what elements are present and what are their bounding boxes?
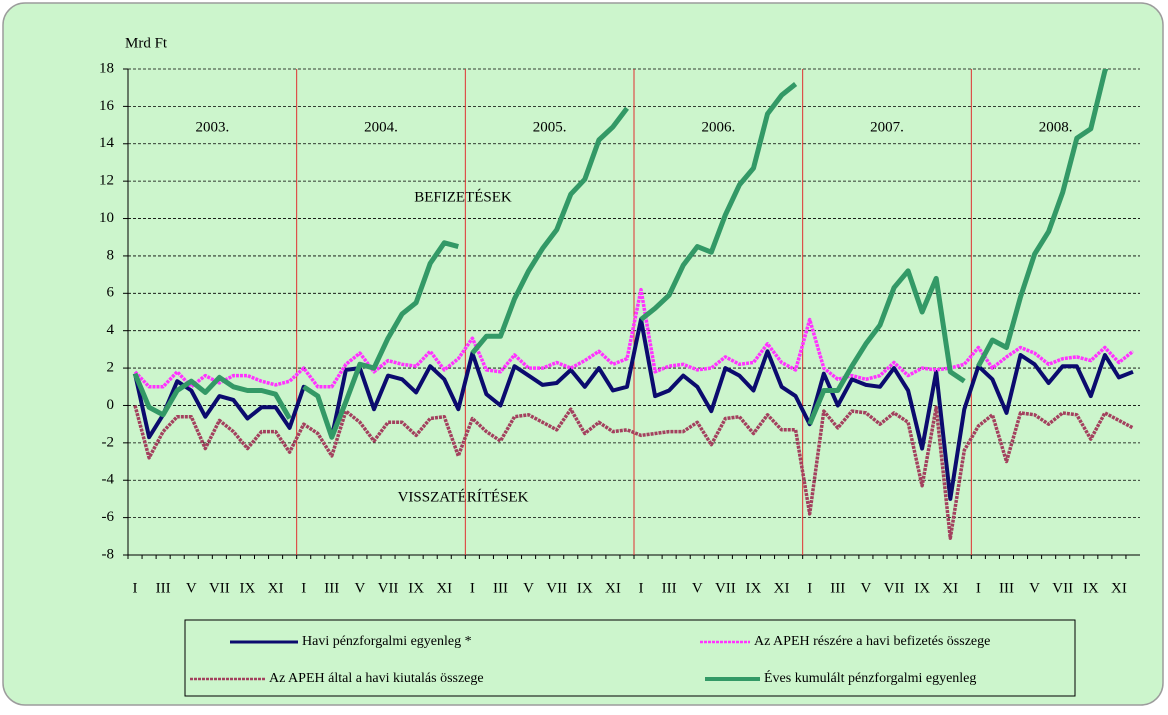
year-label: 2005. [533, 119, 567, 135]
y-tick-label: -2 [102, 434, 115, 450]
year-label: 2007. [870, 119, 904, 135]
x-tick-label: I [976, 580, 981, 596]
legend: Havi pénzforgalmi egyenleg * Az APEH rész… [190, 634, 990, 686]
annotation: VISSZATÉRÍTÉSEK [398, 488, 529, 505]
y-tick-label: -6 [102, 509, 115, 525]
y-tick-label: 10 [99, 210, 114, 226]
line-series [302, 240, 459, 440]
legend-label: Éves kumulált pénzforgalmi egyenleg [764, 669, 976, 686]
year-label: 2006. [701, 119, 735, 135]
x-tick-label: VII [378, 580, 399, 596]
x-tick-label: IX [408, 580, 424, 596]
x-tick-label: XI [942, 580, 958, 596]
line-series [976, 69, 1109, 368]
x-tick-label: I [301, 580, 306, 596]
x-tick-label: V [860, 580, 871, 596]
x-tick-label: IX [577, 580, 593, 596]
legend-label: Az APEH részére a havi befizetés összege [754, 634, 990, 649]
year-label: 2008. [1039, 119, 1073, 135]
x-tick-label: III [830, 580, 845, 596]
y-tick-label: 6 [107, 285, 115, 301]
y-tick-label: 12 [99, 173, 114, 189]
x-tick-label: III [324, 580, 339, 596]
line-series [470, 106, 629, 355]
annotation: BEFIZETÉSEK [414, 188, 512, 205]
line-series [639, 82, 798, 322]
line-series [807, 268, 966, 426]
x-tick-label: III [493, 580, 508, 596]
y-tick-label: 14 [99, 135, 115, 151]
x-tick-label: III [999, 580, 1014, 596]
x-tick-label: VII [209, 580, 230, 596]
y-tick-label: 18 [99, 60, 114, 76]
x-tick-label: XI [436, 580, 452, 596]
x-tick-label: I [133, 580, 138, 596]
x-tick-label: IX [746, 580, 762, 596]
line-series [133, 287, 1135, 389]
y-tick-label: -8 [102, 546, 115, 562]
x-tick-label: IX [240, 580, 256, 596]
legend-label: Havi pénzforgalmi egyenleg * [302, 634, 472, 649]
year-label: 2003. [195, 119, 229, 135]
legend-box [184, 619, 1076, 697]
y-tick-label: 2 [107, 360, 115, 376]
year-label: 2004. [364, 119, 398, 135]
x-tick-label: VII [546, 580, 567, 596]
y-tick-label: 0 [107, 397, 115, 413]
x-tick-label: IX [1083, 580, 1099, 596]
x-tick-label: XI [605, 580, 621, 596]
x-tick-label: XI [268, 580, 284, 596]
x-tick-label: I [639, 580, 644, 596]
y-tick-label: 8 [107, 247, 115, 263]
chart-background [2, 2, 1164, 706]
y-tick-label: 16 [99, 98, 115, 114]
plot-lines [132, 69, 1135, 540]
x-tick-label: V [1029, 580, 1040, 596]
x-tick-label: V [186, 580, 197, 596]
x-tick-label: V [354, 580, 365, 596]
legend-label: Az APEH által a havi kiutalás összege [269, 671, 484, 686]
y-tick-label: -4 [102, 472, 115, 488]
x-tick-label: III [156, 580, 171, 596]
x-tick-label: I [470, 580, 475, 596]
x-tick-label: VII [884, 580, 905, 596]
x-tick-label: XI [774, 580, 790, 596]
line-series [133, 405, 1134, 540]
x-tick-label: III [662, 580, 677, 596]
y-axis-label: Mrd Ft [125, 35, 168, 51]
y-tick-label: 4 [107, 322, 115, 338]
line-series [132, 372, 292, 420]
x-tick-label: I [807, 580, 812, 596]
x-tick-label: VII [715, 580, 736, 596]
x-tick-label: IX [914, 580, 930, 596]
x-tick-label: V [523, 580, 534, 596]
x-tick-label: XI [1111, 580, 1127, 596]
x-tick-label: V [692, 580, 703, 596]
line-series [133, 317, 1134, 501]
x-tick-label: VII [1052, 580, 1073, 596]
